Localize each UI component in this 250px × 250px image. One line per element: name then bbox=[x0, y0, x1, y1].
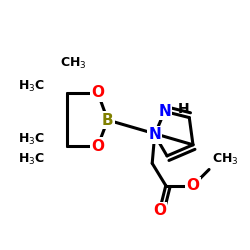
Text: B: B bbox=[102, 112, 114, 128]
Text: O: O bbox=[91, 138, 104, 154]
Text: N: N bbox=[158, 104, 171, 119]
Text: H: H bbox=[178, 102, 190, 117]
Text: H$_3$C: H$_3$C bbox=[18, 152, 45, 167]
Text: O: O bbox=[186, 178, 200, 193]
Text: H$_3$C: H$_3$C bbox=[18, 79, 45, 94]
Text: O: O bbox=[91, 85, 104, 100]
Text: H$_3$C: H$_3$C bbox=[18, 132, 45, 148]
Text: CH$_3$: CH$_3$ bbox=[212, 152, 239, 166]
Text: CH$_3$: CH$_3$ bbox=[60, 56, 86, 70]
Text: O: O bbox=[153, 203, 166, 218]
Text: N: N bbox=[148, 128, 161, 142]
